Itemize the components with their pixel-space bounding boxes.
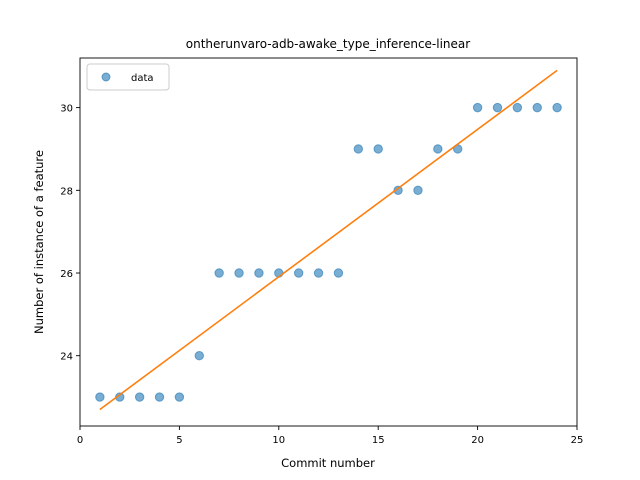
plot-frame [79, 57, 578, 427]
data-point [393, 185, 403, 196]
x-tick-label: 25 [571, 435, 584, 446]
data-point [234, 268, 244, 278]
data-point [95, 392, 105, 402]
legend-label-data: data [131, 73, 154, 84]
data-point [492, 102, 503, 113]
x-tick-label: 20 [471, 435, 484, 446]
legend-box [86, 63, 170, 91]
data-point [174, 392, 185, 402]
y-tick-label: 28 [60, 186, 73, 197]
data-point [552, 102, 562, 113]
y-tick-label: 26 [60, 269, 73, 280]
y-axis-title: Number of instance of a feature [32, 150, 46, 334]
plot-background [80, 58, 577, 426]
data-point [353, 144, 364, 154]
data-point [194, 351, 204, 361]
legend: data [86, 63, 170, 91]
chart-title: ontherunvaro-adb-awake_type_inference-li… [186, 37, 470, 51]
data-point [333, 268, 344, 278]
axes: 0 5 10 15 20 25 24 26 28 30 [60, 57, 584, 446]
data-point [134, 392, 145, 402]
data-point [532, 102, 542, 113]
data-point [512, 102, 523, 113]
plot-area [80, 58, 577, 426]
fit-line [99, 69, 558, 411]
data-marks [95, 69, 562, 411]
x-tick-label: 15 [372, 435, 385, 446]
y-tick-label: 30 [60, 104, 73, 115]
x-tick-label: 5 [176, 435, 182, 446]
data-point [254, 268, 264, 278]
data-point [433, 144, 443, 154]
legend-marker-data [101, 72, 111, 82]
x-axis-title: Commit number [281, 456, 375, 470]
data-point [373, 144, 383, 154]
data-point [214, 268, 224, 278]
data-point [413, 185, 423, 196]
data-point [313, 268, 324, 278]
data-point [472, 102, 483, 113]
data-point [154, 392, 165, 402]
data-point [293, 268, 304, 278]
y-tick-label: 24 [60, 352, 73, 363]
x-tick-label: 10 [272, 435, 285, 446]
x-tick-label: 0 [77, 435, 83, 446]
